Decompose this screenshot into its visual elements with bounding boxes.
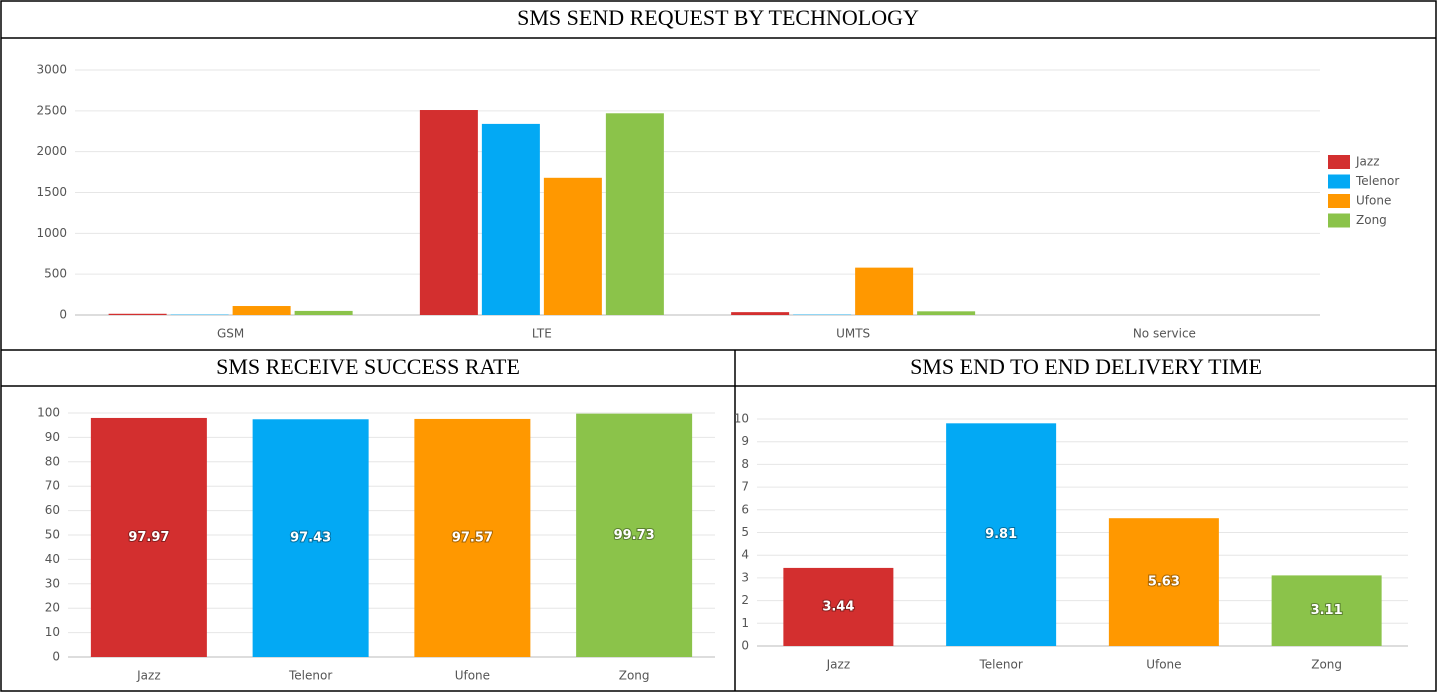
bar bbox=[481, 123, 540, 316]
data-label: 9.81 bbox=[985, 527, 1017, 542]
x-tick-label: GSM bbox=[217, 327, 244, 341]
y-tick-label: 9 bbox=[741, 434, 749, 448]
bar bbox=[783, 567, 894, 646]
y-tick-label: 1000 bbox=[36, 226, 67, 240]
legend-label: Ufone bbox=[1356, 194, 1391, 208]
bar bbox=[90, 417, 207, 657]
chart-title: SMS RECEIVE SUCCESS RATE bbox=[216, 354, 520, 379]
y-tick-label: 4 bbox=[741, 548, 749, 562]
legend-swatch bbox=[1328, 174, 1350, 189]
bar bbox=[543, 177, 602, 315]
y-tick-label: 90 bbox=[45, 430, 60, 444]
y-tick-label: 10 bbox=[734, 412, 749, 426]
bar bbox=[731, 312, 790, 315]
data-label: 5.63 bbox=[1148, 575, 1180, 590]
bar bbox=[1271, 575, 1382, 646]
y-tick-label: 2000 bbox=[36, 144, 67, 158]
y-tick-label: 70 bbox=[45, 479, 60, 493]
x-tick-label: Jazz bbox=[826, 658, 851, 672]
legend-label: Zong bbox=[1356, 213, 1387, 227]
y-tick-label: 7 bbox=[741, 480, 749, 494]
bar bbox=[1108, 518, 1219, 646]
data-label: 97.43 bbox=[290, 531, 331, 546]
data-label: 3.44 bbox=[822, 599, 854, 614]
y-tick-label: 5 bbox=[741, 525, 749, 539]
y-tick-label: 80 bbox=[45, 454, 60, 468]
y-tick-label: 60 bbox=[45, 503, 60, 517]
bar bbox=[232, 306, 291, 315]
bar bbox=[605, 113, 664, 316]
bar bbox=[917, 311, 976, 315]
legend-label: Jazz bbox=[1355, 155, 1380, 169]
y-tick-label: 50 bbox=[45, 528, 60, 542]
y-tick-label: 0 bbox=[52, 650, 60, 664]
y-tick-label: 20 bbox=[45, 601, 60, 615]
x-tick-label: Jazz bbox=[136, 669, 161, 683]
y-tick-label: 0 bbox=[59, 308, 67, 322]
bar bbox=[414, 418, 531, 657]
y-tick-label: 8 bbox=[741, 457, 749, 471]
legend-swatch bbox=[1328, 155, 1350, 169]
x-tick-label: No service bbox=[1133, 327, 1196, 341]
bar bbox=[108, 313, 167, 315]
y-tick-label: 30 bbox=[45, 576, 60, 590]
legend-swatch bbox=[1328, 194, 1350, 208]
legend-swatch bbox=[1328, 213, 1350, 228]
y-tick-label: 100 bbox=[37, 406, 60, 420]
y-tick-label: 500 bbox=[44, 267, 67, 281]
bar bbox=[576, 413, 693, 657]
y-tick-label: 40 bbox=[45, 552, 60, 566]
bar bbox=[419, 110, 478, 316]
x-tick-label: Telenor bbox=[978, 658, 1022, 672]
y-tick-label: 0 bbox=[741, 639, 749, 653]
bar bbox=[946, 423, 1057, 646]
y-tick-label: 10 bbox=[45, 625, 60, 639]
x-tick-label: Telenor bbox=[288, 669, 332, 683]
bar bbox=[855, 267, 914, 315]
x-tick-label: Zong bbox=[1311, 658, 1342, 672]
y-tick-label: 1500 bbox=[36, 185, 67, 199]
x-tick-label: Zong bbox=[619, 669, 650, 683]
bar bbox=[252, 419, 369, 657]
x-tick-label: Ufone bbox=[455, 669, 490, 683]
y-tick-label: 2500 bbox=[36, 103, 67, 117]
data-label: 3.11 bbox=[1311, 603, 1343, 618]
x-tick-label: UMTS bbox=[836, 327, 870, 341]
y-tick-label: 3000 bbox=[36, 63, 67, 77]
data-label: 99.73 bbox=[614, 528, 655, 543]
chart-title: SMS SEND REQUEST BY TECHNOLOGY bbox=[517, 5, 919, 30]
chart-title: SMS END TO END DELIVERY TIME bbox=[910, 354, 1262, 379]
data-label: 97.57 bbox=[452, 530, 493, 545]
data-label: 97.97 bbox=[128, 530, 169, 545]
x-tick-label: Ufone bbox=[1146, 658, 1181, 672]
legend-label: Telenor bbox=[1355, 174, 1399, 188]
y-tick-label: 2 bbox=[741, 593, 749, 607]
y-tick-label: 6 bbox=[741, 502, 749, 516]
x-tick-label: LTE bbox=[532, 327, 552, 341]
y-tick-label: 1 bbox=[741, 616, 749, 630]
y-tick-label: 3 bbox=[741, 570, 749, 584]
bar bbox=[294, 310, 353, 315]
